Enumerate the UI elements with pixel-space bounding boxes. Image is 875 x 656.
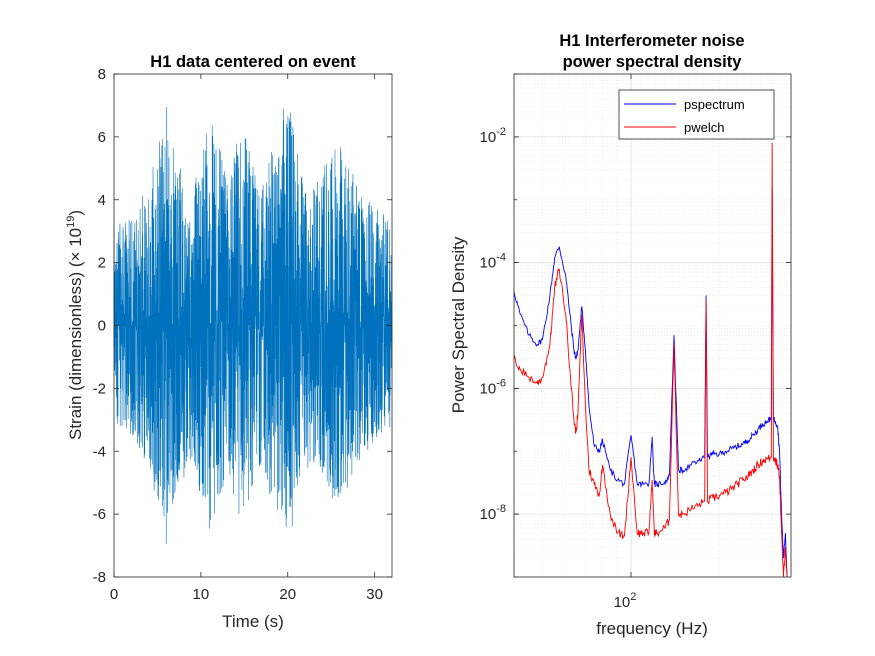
y-tick-label: 2 <box>98 255 106 272</box>
x-tick-label: 102 <box>614 591 637 611</box>
legend-label-pspectrum: pspectrum <box>684 97 745 112</box>
strain-series-line <box>113 106 393 544</box>
y-axis-label: Strain (dimensionless) (× 1019) <box>65 210 85 440</box>
chart-title-line-2: power spectral density <box>563 53 743 71</box>
x-axis-label: Time (s) <box>222 612 284 631</box>
psd-axes: 10-8 10-6 10-4 10-2 102 H1 Interferometer no… <box>449 32 792 638</box>
y-tick-label: 4 <box>98 192 106 209</box>
legend-label-pwelch: pwelch <box>684 120 724 135</box>
y-tick-label: -8 <box>93 569 106 586</box>
axis-ticks: 10-8 10-6 10-4 10-2 102 <box>480 73 791 611</box>
y-tick-label: -2 <box>93 380 106 397</box>
y-tick-label: -6 <box>93 506 106 523</box>
x-axis-label: frequency (Hz) <box>596 619 707 638</box>
y-tick-label: 6 <box>98 129 106 146</box>
chart-title-line-1: H1 Interferometer noise <box>559 32 744 50</box>
y-tick-label: 10-8 <box>480 503 506 523</box>
y-axis-label-close: ) <box>66 210 85 216</box>
x-tick-label: 10 <box>193 586 210 603</box>
x-tick-label: 0 <box>110 586 118 603</box>
strain-plot-area <box>113 106 393 544</box>
y-tick-label: 0 <box>98 318 106 335</box>
psd-plot-area <box>514 142 788 577</box>
x-tick-label: 20 <box>279 586 296 603</box>
time-series-axes: 0 10 20 30 -8 -6 -4 -2 0 2 4 6 8 H1 data centered on… <box>65 53 393 631</box>
y-axis-label-main: Strain (dimensionless) (× 10 <box>66 228 85 440</box>
y-tick-label: 10-6 <box>480 377 506 397</box>
y-axis-label-exponent: 19 <box>65 216 77 228</box>
x-tick-label: 30 <box>366 586 383 603</box>
y-tick-label: 10-2 <box>480 126 506 146</box>
chart-title: H1 data centered on event <box>150 53 356 71</box>
y-tick-label: -4 <box>93 443 106 460</box>
y-axis-label: Power Spectral Density <box>449 236 468 413</box>
legend: pspectrum pwelch <box>618 89 775 140</box>
axis-ticks: 0 10 20 30 -8 -6 -4 -2 0 2 4 6 8 <box>93 66 392 603</box>
y-tick-label: 8 <box>98 66 106 83</box>
series-line-pwelch <box>514 142 788 577</box>
y-tick-label: 10-4 <box>480 252 506 272</box>
